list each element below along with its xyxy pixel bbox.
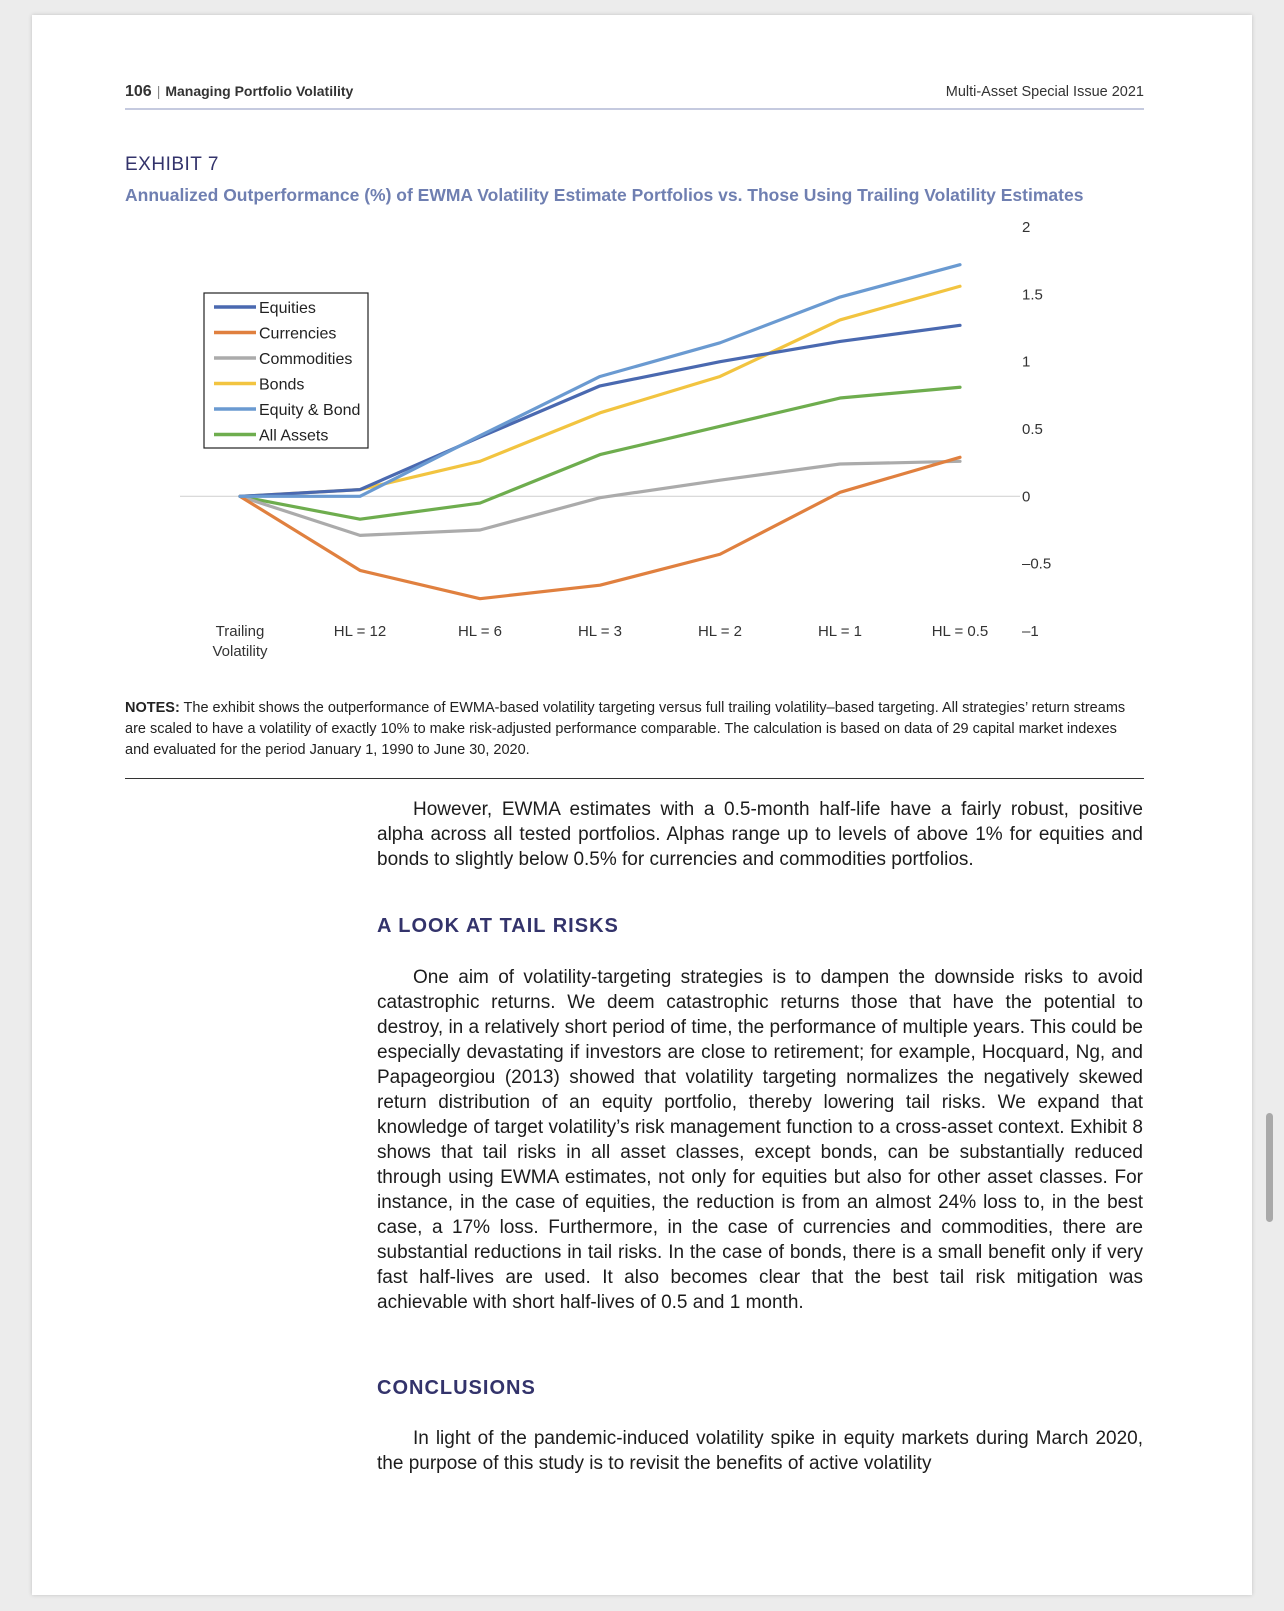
legend-label-bonds: Bonds <box>259 377 304 394</box>
outperformance-line-chart: 2 1.5 1 0.5 0 –0.5 –1 Trailing Volatility HL = 12… <box>180 219 1051 660</box>
running-header-left: 106 | Managing Portfolio Volatility <box>125 83 353 101</box>
section-title: Managing Portfolio Volatility <box>165 83 354 99</box>
x-tick-label: Trailing Volatility <box>212 623 268 660</box>
y-tick-label: –0.5 <box>1022 556 1051 573</box>
exhibit-notes: NOTES: The exhibit shows the outperforma… <box>125 698 1144 761</box>
notes-label: NOTES: <box>125 700 180 716</box>
x-tick-label: HL = 6 <box>458 623 502 640</box>
section-heading-conclusions: CONCLUSIONS <box>377 1377 536 1399</box>
running-header-right: Multi-Asset Special Issue 2021 <box>945 84 1144 100</box>
body-paragraph-3: In light of the pandemic-induced volatil… <box>377 1428 1143 1474</box>
exhibit-label: EXHIBIT 7 <box>125 154 219 175</box>
x-tick-label: HL = 3 <box>578 623 622 640</box>
legend-label-equities: Equities <box>259 300 316 317</box>
x-tick-label: HL = 0.5 <box>932 623 989 640</box>
exhibit-title: Annualized Outperformance (%) of EWMA Vo… <box>125 185 1084 205</box>
x-tick-label: HL = 12 <box>334 623 386 640</box>
header-separator: | <box>156 83 161 99</box>
y-tick-label: –1 <box>1022 623 1039 640</box>
legend-label-commodities: Commodities <box>259 351 352 368</box>
y-tick-label: 1 <box>1022 354 1030 371</box>
document-page: 106 | Managing Portfolio Volatility Multi-… <box>32 15 1252 1595</box>
series-line-commodities <box>238 459 962 537</box>
series-line-currencies <box>238 455 962 601</box>
y-tick-label: 0 <box>1022 488 1030 505</box>
page-number: 106 <box>125 83 152 100</box>
section-heading-tail-risks: A LOOK AT TAIL RISKS <box>377 915 619 937</box>
series-line-all-assets <box>238 385 962 521</box>
body-paragraph-1: However, EWMA estimates with a 0.5-month… <box>377 799 1143 870</box>
notes-rule <box>125 778 1144 779</box>
body-paragraph-2: One aim of volatility-targeting strategi… <box>377 967 1143 1313</box>
legend-box <box>203 292 369 449</box>
y-tick-label: 0.5 <box>1022 421 1043 438</box>
x-tick-label: HL = 2 <box>698 623 742 640</box>
legend-label-all-assets: All Assets <box>259 428 328 445</box>
y-tick-label: 2 <box>1022 219 1030 236</box>
series-line-equities <box>238 323 962 498</box>
notes-text: The exhibit shows the outperformance of … <box>125 700 1126 758</box>
series-line-equity-bond <box>238 263 962 498</box>
legend-label-equity-bond: Equity & Bond <box>259 402 360 419</box>
y-tick-label: 1.5 <box>1022 286 1043 303</box>
vertical-scrollbar-thumb[interactable] <box>1266 1113 1273 1222</box>
x-tick-label: HL = 1 <box>818 623 862 640</box>
legend-label-currencies: Currencies <box>259 326 336 343</box>
header-rule <box>125 108 1144 110</box>
